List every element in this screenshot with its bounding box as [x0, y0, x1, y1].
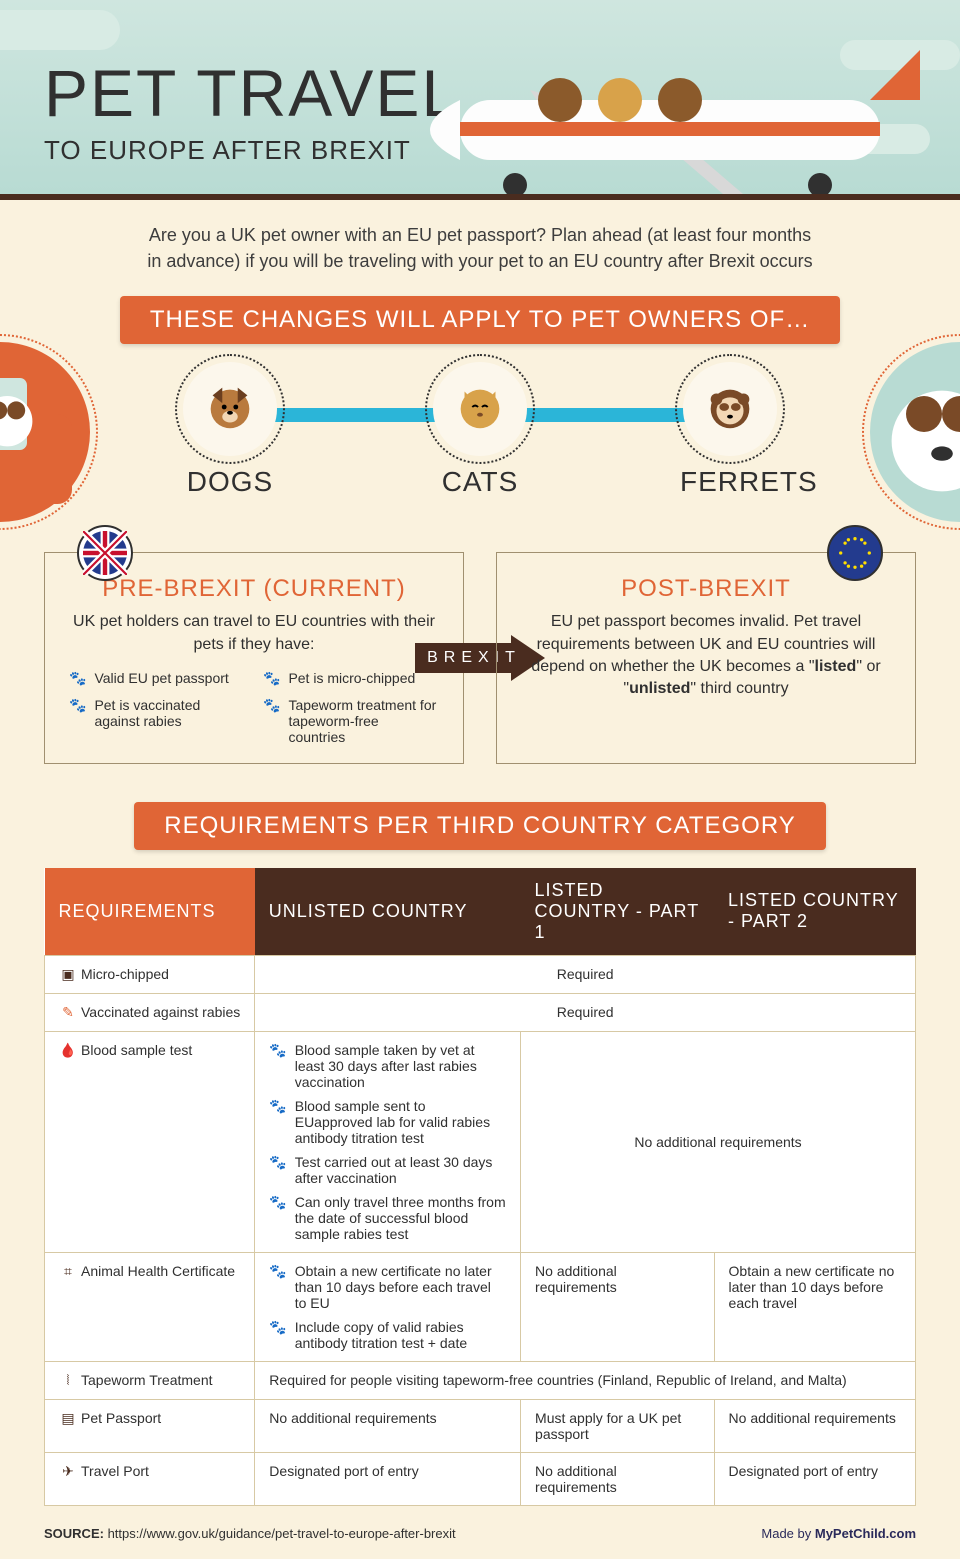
paw-icon: 🐾 — [69, 697, 86, 745]
list-item: 🐾Include copy of valid rabies antibody t… — [269, 1319, 506, 1351]
panel-title: POST-BREXIT — [521, 575, 891, 603]
microchip-icon: ▣ — [59, 966, 77, 983]
panel-sub: UK pet holders can travel to EU countrie… — [69, 611, 439, 656]
pre-brexit-panel: PRE-BREXIT (CURRENT) UK pet holders can … — [44, 552, 464, 764]
pet-ferret: FERRETS — [680, 362, 780, 498]
paw-icon: 🐾 — [69, 670, 86, 687]
eu-flag-icon — [827, 525, 883, 581]
list-item: 🐾Pet is vaccinated against rabies — [69, 697, 245, 745]
pet-cat: CATS — [430, 362, 530, 498]
list-item: 🐾Tapeworm treatment for tapeworm-free co… — [263, 697, 439, 745]
pet-label: DOGS — [180, 466, 280, 498]
list-item: 🐾Valid EU pet passport — [69, 670, 245, 687]
brexit-compare: PRE-BREXIT (CURRENT) UK pet holders can … — [0, 552, 960, 764]
made-by: Made by MyPetChild.com — [761, 1526, 916, 1541]
paw-icon: 🐾 — [263, 670, 280, 687]
list-item: 🐾Obtain a new certificate no later than … — [269, 1263, 506, 1311]
col-requirements: REQUIREMENTS — [45, 868, 255, 956]
paw-icon: 🐾 — [269, 1194, 286, 1242]
uk-flag-icon — [77, 525, 133, 581]
certificate-icon: ⌗ — [59, 1263, 77, 1280]
pet-dog: DOGS — [180, 362, 280, 498]
hero: PET TRAVEL TO EUROPE AFTER BREXIT — [0, 0, 960, 200]
list-item: 🐾Pet is micro-chipped — [263, 670, 439, 687]
section-banner-table: REQUIREMENTS PER THIRD COUNTRY CATEGORY — [134, 802, 826, 850]
col-part1: LISTED COUNTRY - PART 1 — [521, 868, 715, 956]
paw-icon: 🐾 — [269, 1263, 286, 1311]
table-row: ✎Vaccinated against rabies Required — [45, 993, 916, 1031]
table-row: ▣Micro-chipped Required — [45, 955, 916, 993]
table-head: REQUIREMENTS UNLISTED COUNTRY LISTED COU… — [45, 868, 916, 956]
paw-icon: 🐾 — [263, 697, 280, 745]
decor-circle-left — [0, 342, 90, 522]
paw-icon: 🐾 — [269, 1098, 286, 1146]
table-row: ⌗Animal Health Certificate 🐾Obtain a new… — [45, 1252, 916, 1361]
pet-label: FERRETS — [680, 466, 780, 498]
post-brexit-panel: POST-BREXIT EU pet passport becomes inva… — [496, 552, 916, 764]
table-row: 🩸Blood sample test 🐾Blood sample taken b… — [45, 1031, 916, 1252]
pet-row: DOGS CATS FERRETS — [0, 362, 960, 522]
paw-icon: 🐾 — [269, 1042, 286, 1090]
list-item: 🐾Can only travel three months from the d… — [269, 1194, 506, 1242]
footer: SOURCE: https://www.gov.uk/guidance/pet-… — [0, 1520, 960, 1559]
source: SOURCE: https://www.gov.uk/guidance/pet-… — [44, 1526, 456, 1541]
tapeworm-icon: ⦚ — [59, 1372, 77, 1389]
plane-icon: ✈ — [59, 1463, 77, 1480]
requirements-table: REQUIREMENTS UNLISTED COUNTRY LISTED COU… — [44, 868, 916, 1506]
col-unlisted: UNLISTED COUNTRY — [255, 868, 521, 956]
list-item: 🐾Blood sample taken by vet at least 30 d… — [269, 1042, 506, 1090]
paw-icon: 🐾 — [269, 1319, 286, 1351]
pet-label: CATS — [430, 466, 530, 498]
page-subtitle: TO EUROPE AFTER BREXIT — [44, 135, 411, 166]
syringe-icon: ✎ — [59, 1004, 77, 1021]
table-row: ⦚Tapeworm Treatment Required for people … — [45, 1361, 916, 1399]
paw-icon: 🐾 — [269, 1154, 286, 1186]
decor-circle-right — [870, 342, 960, 522]
panel-title: PRE-BREXIT (CURRENT) — [69, 575, 439, 603]
section-banner-pets: THESE CHANGES WILL APPLY TO PET OWNERS O… — [120, 296, 840, 344]
list-item: 🐾Blood sample sent to EUapproved lab for… — [269, 1098, 506, 1146]
table-row: ✈Travel Port Designated port of entry No… — [45, 1452, 916, 1505]
plane-illustration — [400, 30, 920, 200]
table-row: ▤Pet Passport No additional requirements… — [45, 1399, 916, 1452]
list-item: 🐾Test carried out at least 30 days after… — [269, 1154, 506, 1186]
passport-icon: ▤ — [59, 1410, 77, 1427]
intro-text: Are you a UK pet owner with an EU pet pa… — [0, 200, 960, 284]
col-part2: LISTED COUNTRY - PART 2 — [714, 868, 915, 956]
blood-icon: 🩸 — [59, 1042, 77, 1059]
panel-sub: EU pet passport becomes invalid. Pet tra… — [521, 611, 891, 701]
cloud — [0, 10, 120, 50]
page-title: PET TRAVEL — [44, 55, 460, 131]
